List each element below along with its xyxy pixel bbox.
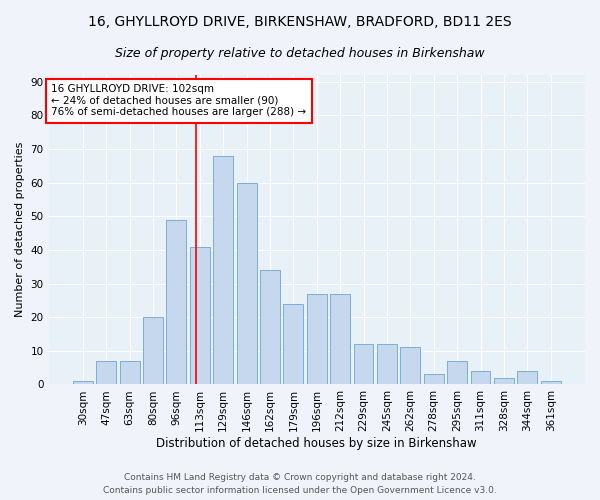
Bar	[260, 270, 280, 384]
Bar	[120, 361, 140, 384]
Bar	[541, 381, 560, 384]
Bar	[494, 378, 514, 384]
Text: 16, GHYLLROYD DRIVE, BIRKENSHAW, BRADFORD, BD11 2ES: 16, GHYLLROYD DRIVE, BIRKENSHAW, BRADFOR…	[88, 15, 512, 29]
Bar	[143, 317, 163, 384]
Bar	[470, 371, 490, 384]
Bar	[307, 294, 327, 384]
Bar	[447, 361, 467, 384]
Bar	[353, 344, 373, 385]
Bar	[517, 371, 537, 384]
Bar	[400, 348, 420, 385]
Bar	[283, 304, 304, 384]
Bar	[377, 344, 397, 385]
Bar	[330, 294, 350, 384]
Y-axis label: Number of detached properties: Number of detached properties	[15, 142, 25, 318]
Bar	[73, 381, 93, 384]
Bar	[213, 156, 233, 384]
Text: Contains HM Land Registry data © Crown copyright and database right 2024.: Contains HM Land Registry data © Crown c…	[124, 474, 476, 482]
Text: Contains public sector information licensed under the Open Government Licence v3: Contains public sector information licen…	[103, 486, 497, 495]
Text: 16 GHYLLROYD DRIVE: 102sqm
← 24% of detached houses are smaller (90)
76% of semi: 16 GHYLLROYD DRIVE: 102sqm ← 24% of deta…	[51, 84, 307, 117]
Text: Size of property relative to detached houses in Birkenshaw: Size of property relative to detached ho…	[115, 48, 485, 60]
Bar	[424, 374, 443, 384]
Bar	[190, 246, 210, 384]
X-axis label: Distribution of detached houses by size in Birkenshaw: Distribution of detached houses by size …	[157, 437, 477, 450]
Bar	[236, 182, 257, 384]
Bar	[97, 361, 116, 384]
Bar	[166, 220, 187, 384]
